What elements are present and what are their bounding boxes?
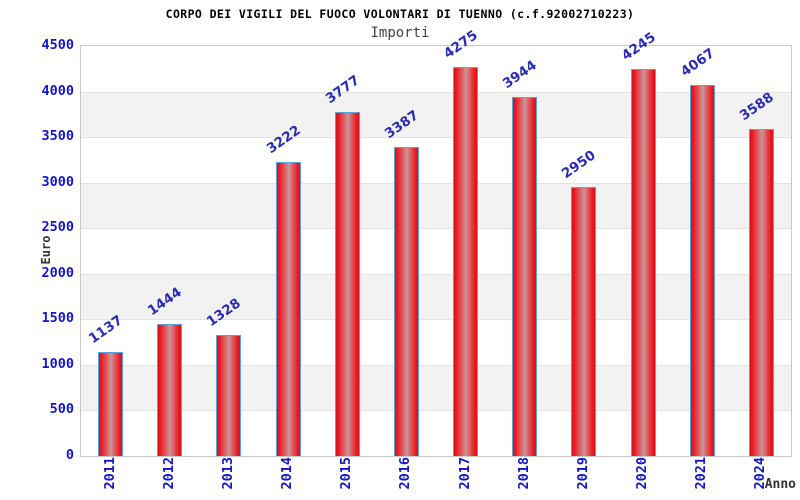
bar [216,335,242,456]
gridline [81,182,791,184]
y-tick-label: 0 [65,447,74,463]
grid-band [81,364,791,411]
bar [157,324,183,456]
grid-band [81,273,791,320]
plot-area: 1137 1444 1328 3222 3777 3387 4275 3944 2950 4245… [80,27,792,457]
y-tick-label: 1500 [41,310,74,327]
grid-band [81,319,791,365]
y-tick-label: 2500 [41,219,74,236]
x-tick-label: 2019 [574,457,591,490]
gridline [81,364,791,366]
grid-band [81,410,791,456]
grid-band [81,137,791,183]
y-tick-label: 2000 [41,264,74,281]
y-tick-label: 3000 [41,173,74,190]
y-tick-label: 4000 [41,82,74,99]
y-tick-label: 500 [49,401,74,418]
gridline [81,137,791,139]
x-tick-label: 2017 [456,457,473,490]
y-tick-label: 4500 [41,37,74,53]
gridline [81,91,791,93]
bar [689,85,715,456]
bar [98,352,124,456]
grid-band [81,46,791,92]
x-tick-label: 2014 [279,457,296,490]
bar [453,66,479,456]
grid-band [81,228,791,274]
bar [393,147,419,456]
bar [334,111,360,456]
x-tick-label: 2011 [101,457,118,490]
x-axis-title: Anno [764,477,796,492]
chart-subtitle: Importi [370,25,430,41]
x-tick-label: 2012 [160,457,177,490]
bar [571,187,597,456]
bar [275,162,301,456]
gridline [81,228,791,230]
bar [748,129,774,456]
x-tick-label: 2016 [397,457,414,490]
gridline [81,410,791,412]
x-tick-label: 2021 [693,457,710,490]
gridline [81,319,791,321]
x-tick-label: 2013 [219,457,236,490]
x-tick-label: 2018 [515,457,532,490]
y-tick-label: 1000 [41,355,74,372]
grid-band [81,182,791,229]
x-tick-label: 2020 [634,457,651,490]
grid-band [81,91,791,138]
y-tick-label: 3500 [41,128,74,145]
gridline [81,273,791,275]
bar [512,96,538,456]
x-tick-label: 2015 [338,457,355,490]
chart-title: CORPO DEI VIGILI DEL FUOCO VOLONTARI DI … [165,7,635,21]
bar [630,69,656,456]
